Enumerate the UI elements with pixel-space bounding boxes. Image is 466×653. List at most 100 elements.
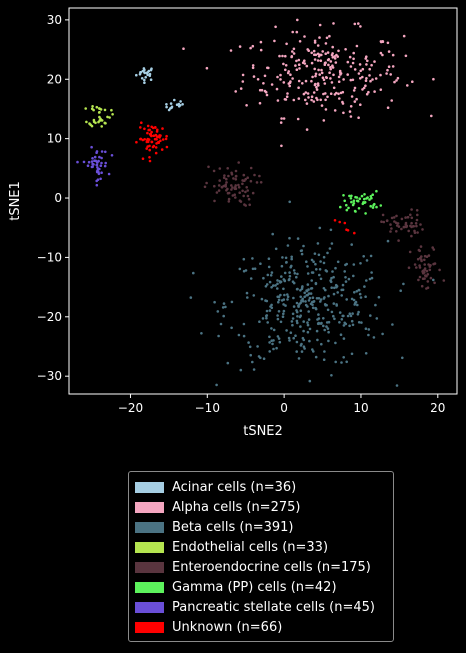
scatter-point bbox=[333, 219, 337, 222]
scatter-point bbox=[272, 347, 275, 351]
scatter-point bbox=[364, 327, 368, 331]
scatter-point bbox=[315, 85, 318, 89]
scatter-point bbox=[349, 197, 353, 200]
scatter-point bbox=[327, 330, 330, 334]
scatter-point bbox=[310, 279, 314, 282]
scatter-point bbox=[358, 197, 362, 200]
scatter-point bbox=[308, 379, 312, 383]
x-axis-ticks: −20 −10 0 10 20 bbox=[118, 394, 445, 415]
scatter-point bbox=[346, 60, 350, 64]
scatter-point bbox=[230, 184, 233, 187]
x-tick-label: 20 bbox=[430, 401, 445, 415]
scatter-point bbox=[332, 275, 335, 279]
scatter-point bbox=[154, 133, 158, 137]
scatter-point bbox=[395, 79, 398, 82]
scatter-point bbox=[93, 155, 97, 159]
scatter-point bbox=[375, 189, 378, 193]
scatter-point bbox=[363, 193, 366, 196]
scatter-point bbox=[258, 101, 262, 105]
scatter-point bbox=[217, 189, 221, 192]
scatter-point bbox=[416, 257, 420, 261]
scatter-point bbox=[295, 287, 299, 291]
scatter-point bbox=[283, 279, 286, 282]
scatter-point bbox=[103, 121, 107, 125]
scatter-point bbox=[241, 80, 245, 83]
scatter-point bbox=[351, 323, 355, 327]
scatter-point bbox=[344, 280, 348, 283]
scatter-point bbox=[246, 189, 249, 192]
scatter-point bbox=[322, 287, 326, 290]
scatter-point bbox=[222, 302, 226, 305]
scatter-point bbox=[365, 279, 368, 282]
scatter-point bbox=[342, 324, 346, 327]
scatter-point bbox=[88, 122, 91, 125]
scatter-point bbox=[226, 167, 229, 170]
scatter-point bbox=[241, 182, 244, 186]
scatter-point bbox=[326, 308, 330, 312]
scatter-point bbox=[410, 208, 413, 211]
scatter-point bbox=[104, 161, 107, 165]
scatter-point bbox=[406, 84, 409, 87]
scatter-point bbox=[92, 118, 96, 122]
scatter-point bbox=[323, 296, 326, 299]
scatter-point bbox=[320, 342, 323, 346]
scatter-point bbox=[429, 276, 433, 280]
scatter-point bbox=[396, 76, 400, 80]
scatter-point bbox=[280, 144, 283, 148]
scatter-point bbox=[349, 105, 353, 108]
scatter-point bbox=[416, 231, 419, 234]
scatter-point bbox=[111, 113, 114, 116]
scatter-point bbox=[406, 215, 410, 219]
scatter-point bbox=[425, 269, 429, 273]
scatter-point bbox=[288, 339, 291, 342]
scatter-point bbox=[259, 48, 263, 52]
scatter-point bbox=[85, 120, 88, 124]
scatter-point bbox=[76, 160, 79, 164]
scatter-point bbox=[295, 275, 298, 279]
scatter-point bbox=[277, 298, 281, 302]
scatter-point bbox=[242, 194, 245, 198]
scatter-point bbox=[242, 269, 246, 273]
scatter-point bbox=[288, 84, 292, 88]
scatter-point bbox=[338, 97, 341, 100]
scatter-point bbox=[433, 281, 436, 285]
scatter-point bbox=[348, 312, 352, 316]
scatter-point bbox=[255, 181, 259, 184]
y-tick-label: 30 bbox=[47, 13, 62, 27]
scatter-point bbox=[305, 128, 309, 131]
scatter-point bbox=[329, 66, 332, 69]
scatter-point bbox=[340, 361, 343, 364]
scatter-point bbox=[313, 252, 317, 255]
scatter-point bbox=[322, 92, 325, 96]
scatter-point bbox=[308, 339, 311, 343]
scatter-point bbox=[413, 263, 417, 266]
scatter-point bbox=[361, 67, 365, 71]
scatter-point bbox=[268, 350, 272, 353]
scatter-point bbox=[237, 183, 240, 187]
scatter-point bbox=[100, 156, 103, 160]
scatter-point bbox=[283, 271, 287, 275]
scatter-point bbox=[286, 298, 289, 301]
scatter-point bbox=[286, 244, 290, 247]
scatter-point bbox=[418, 266, 422, 269]
scatter-point bbox=[359, 25, 362, 28]
scatter-point bbox=[99, 177, 102, 181]
scatter-point bbox=[420, 259, 423, 263]
scatter-point bbox=[231, 194, 235, 197]
scatter-point bbox=[345, 298, 349, 301]
scatter-point bbox=[321, 76, 325, 79]
scatter-point bbox=[343, 199, 347, 203]
scatter-point bbox=[327, 294, 330, 298]
scatter-point bbox=[282, 81, 286, 84]
scatter-point bbox=[402, 225, 406, 229]
scatter-point bbox=[397, 239, 400, 242]
legend-swatch bbox=[135, 541, 164, 553]
scatter-point bbox=[349, 115, 353, 118]
scatter-point bbox=[341, 90, 345, 94]
scatter-point bbox=[391, 65, 395, 68]
scatter-point bbox=[160, 148, 164, 151]
scatter-point bbox=[270, 83, 274, 86]
scatter-point bbox=[135, 140, 138, 144]
scatter-point bbox=[222, 184, 225, 188]
scatter-point bbox=[396, 222, 400, 225]
